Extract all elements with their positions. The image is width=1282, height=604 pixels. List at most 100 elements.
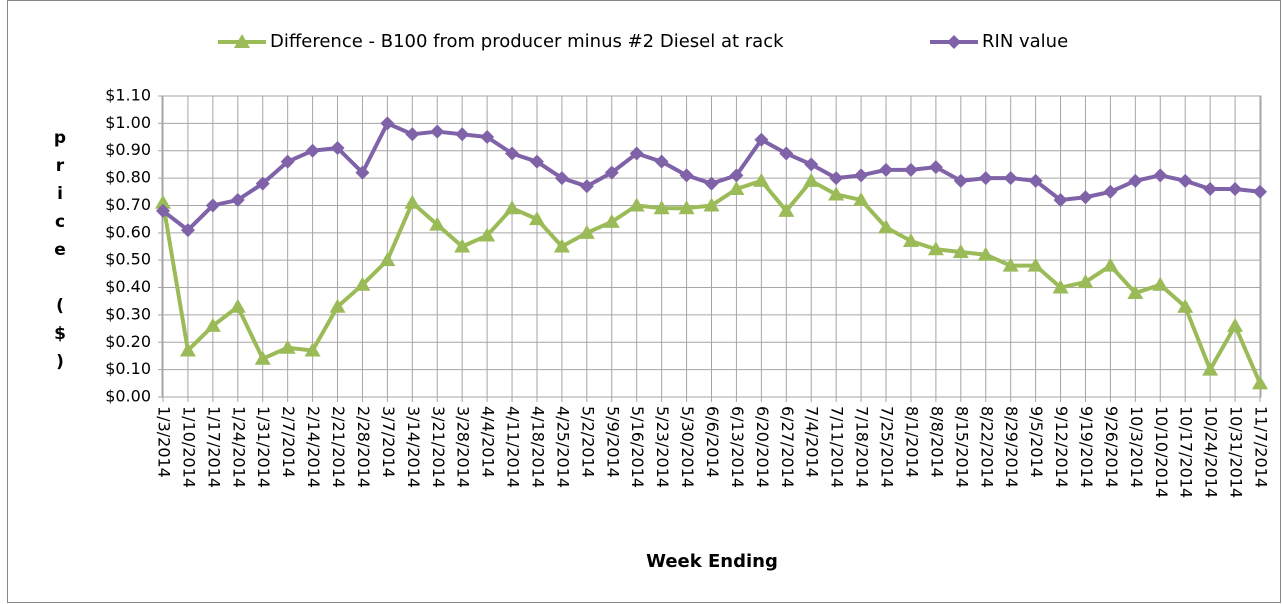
data-point bbox=[803, 172, 820, 187]
data-point bbox=[1003, 171, 1018, 186]
y-tick-label: $1.10 bbox=[105, 86, 151, 105]
data-point bbox=[204, 317, 221, 332]
data-point bbox=[1053, 192, 1068, 207]
data-point bbox=[354, 276, 371, 291]
y-tick-label: $0.70 bbox=[105, 195, 151, 214]
data-point bbox=[603, 213, 620, 228]
data-point bbox=[554, 171, 569, 186]
data-point bbox=[754, 132, 769, 147]
data-point bbox=[854, 168, 869, 183]
data-point bbox=[952, 243, 969, 258]
data-point bbox=[728, 181, 745, 196]
data-point bbox=[1027, 257, 1044, 272]
x-tick-label: 3/7/2014 bbox=[379, 406, 398, 478]
data-point bbox=[779, 146, 794, 161]
data-point bbox=[1128, 173, 1143, 188]
data-point bbox=[455, 127, 470, 142]
data-point bbox=[329, 298, 346, 313]
x-tick-label: 1/10/2014 bbox=[179, 406, 198, 488]
x-tick-label: 7/25/2014 bbox=[878, 406, 897, 488]
x-tick-label: 3/28/2014 bbox=[454, 406, 473, 488]
data-point bbox=[205, 198, 220, 213]
x-tick-label: 9/12/2014 bbox=[1052, 406, 1071, 488]
x-tick-label: 2/28/2014 bbox=[354, 406, 373, 488]
data-point bbox=[902, 233, 919, 248]
data-point bbox=[578, 224, 595, 239]
x-tick-label: 4/18/2014 bbox=[528, 406, 547, 488]
x-tick-label: 5/2/2014 bbox=[578, 406, 597, 478]
x-tick-label: 9/5/2014 bbox=[1027, 406, 1046, 478]
data-point bbox=[703, 197, 720, 212]
data-point bbox=[653, 200, 670, 215]
y-tick-label: $0.00 bbox=[105, 387, 151, 406]
x-tick-label: 5/30/2014 bbox=[678, 406, 697, 488]
y-tick-label: $1.00 bbox=[105, 113, 151, 132]
data-point bbox=[529, 154, 544, 169]
data-point bbox=[1227, 317, 1244, 332]
data-point bbox=[553, 238, 570, 253]
data-point bbox=[454, 238, 471, 253]
data-point bbox=[804, 157, 819, 172]
x-tick-label: 4/25/2014 bbox=[553, 406, 572, 488]
x-tick-label: 1/3/2014 bbox=[155, 406, 174, 478]
data-point bbox=[1028, 173, 1043, 188]
data-point bbox=[479, 227, 496, 242]
y-tick-label: $0.10 bbox=[105, 359, 151, 378]
x-tick-label: 10/24/2014 bbox=[1202, 406, 1221, 498]
x-tick-label: 7/11/2014 bbox=[828, 406, 847, 488]
y-tick-label: $0.90 bbox=[105, 140, 151, 159]
x-tick-label: 3/21/2014 bbox=[429, 406, 448, 488]
data-point bbox=[678, 200, 695, 215]
x-tick-label: 8/8/2014 bbox=[927, 406, 946, 478]
data-point bbox=[230, 192, 245, 207]
x-tick-label: 2/14/2014 bbox=[304, 406, 323, 488]
x-tick-label: 8/29/2014 bbox=[1002, 406, 1021, 488]
data-point bbox=[404, 194, 421, 209]
data-point bbox=[1127, 285, 1144, 300]
data-point bbox=[255, 176, 270, 191]
data-point bbox=[654, 154, 669, 169]
data-point bbox=[1103, 184, 1118, 199]
data-point bbox=[1177, 298, 1194, 313]
data-point bbox=[504, 200, 521, 215]
x-tick-label: 10/10/2014 bbox=[1152, 406, 1171, 498]
data-point bbox=[604, 165, 619, 180]
x-tick-label: 5/9/2014 bbox=[603, 406, 622, 478]
data-point bbox=[1102, 257, 1119, 272]
x-tick-label: 1/17/2014 bbox=[204, 406, 223, 488]
data-point bbox=[156, 203, 170, 218]
data-point bbox=[379, 252, 396, 267]
y-tick-label: $0.50 bbox=[105, 250, 151, 269]
data-point bbox=[330, 140, 345, 155]
data-point bbox=[179, 342, 196, 357]
data-point bbox=[1252, 375, 1268, 390]
data-point bbox=[305, 143, 320, 158]
data-point bbox=[279, 339, 296, 354]
data-point bbox=[928, 160, 943, 175]
data-point bbox=[429, 216, 446, 231]
x-tick-label: 10/17/2014 bbox=[1177, 406, 1196, 498]
data-point bbox=[528, 211, 545, 226]
data-point bbox=[229, 298, 246, 313]
x-tick-label: 1/24/2014 bbox=[229, 406, 248, 488]
data-point bbox=[953, 173, 968, 188]
x-tick-label: 10/3/2014 bbox=[1127, 406, 1146, 488]
x-tick-label: 6/6/2014 bbox=[703, 406, 722, 478]
x-tick-label: 2/7/2014 bbox=[279, 406, 298, 478]
data-point bbox=[254, 350, 271, 365]
data-point bbox=[180, 223, 195, 238]
data-point bbox=[977, 246, 994, 261]
x-tick-label: 4/4/2014 bbox=[479, 406, 498, 478]
data-point bbox=[927, 241, 944, 256]
data-point bbox=[380, 116, 395, 131]
data-point bbox=[579, 179, 594, 194]
y-tick-label: $0.60 bbox=[105, 222, 151, 241]
data-point bbox=[628, 197, 645, 212]
x-axis-label: Week Ending bbox=[646, 551, 778, 572]
legend-marker bbox=[234, 34, 250, 48]
data-point bbox=[903, 162, 918, 177]
x-tick-label: 7/4/2014 bbox=[803, 406, 822, 478]
data-point bbox=[1203, 182, 1218, 197]
x-tick-label: 8/15/2014 bbox=[952, 406, 971, 488]
x-tick-label: 3/14/2014 bbox=[404, 406, 423, 488]
